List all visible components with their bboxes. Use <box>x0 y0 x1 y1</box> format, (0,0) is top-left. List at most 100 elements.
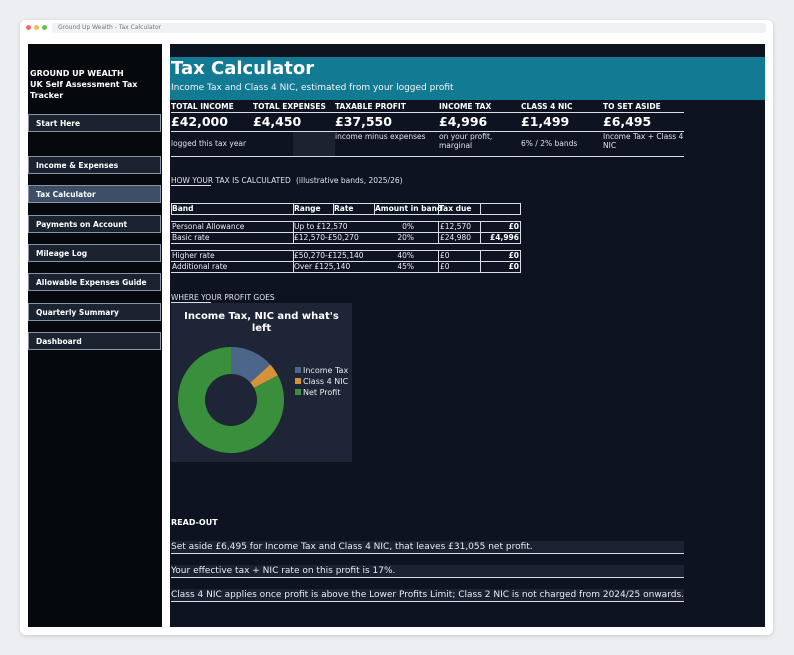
pie-slice <box>250 364 278 388</box>
readout-line: Class 4 NIC applies once profit is above… <box>171 590 684 600</box>
kpi-note: logged this tax year <box>171 139 247 148</box>
kpi-rule <box>171 156 684 157</box>
range-cell: £50,270-£125,140 <box>294 251 364 260</box>
rate-cell: 45% <box>397 262 414 271</box>
chart: Income Tax Class 4 NIC Net Profit <box>177 347 349 453</box>
page-title: Tax Calculator <box>171 58 315 79</box>
legend-label: Income Tax <box>303 366 348 375</box>
amount-cell: £12,570 <box>440 222 472 231</box>
table-header-cell: Tax due <box>439 204 472 213</box>
kpi-value: £37,550 <box>335 114 392 129</box>
kpi-value: £4,996 <box>439 114 488 129</box>
table-column-rule <box>293 203 294 215</box>
readout-row <box>171 565 684 578</box>
table-header-cell: Amount in band <box>375 204 443 213</box>
tax-due-cell: £0 <box>508 222 519 231</box>
kpi-value: £1,499 <box>521 114 570 129</box>
kpi-label: TOTAL INCOME <box>171 102 234 111</box>
chart-title: Income Tax, NIC and what's left <box>184 311 339 334</box>
readout-row <box>171 589 684 602</box>
nav-button[interactable]: Allowable Expenses Guide <box>28 273 161 291</box>
legend-swatch <box>295 367 301 373</box>
header-band <box>170 57 765 100</box>
readout-heading: READ-OUT <box>171 518 218 527</box>
tab-bar <box>52 23 766 33</box>
section-heading: WHERE YOUR PROFIT GOES <box>171 293 275 302</box>
nav-button[interactable]: Start Here <box>28 114 161 132</box>
range-cell: Up to £12,570 <box>294 222 348 231</box>
table-header-cell: Range <box>294 204 321 213</box>
kpi-note: Income Tax + Class 4 NIC <box>603 132 684 150</box>
table-row <box>171 232 521 244</box>
close-dot[interactable] <box>26 25 31 30</box>
rate-cell: 40% <box>397 251 414 260</box>
table-column-rule <box>333 203 334 215</box>
kpi-label: INCOME TAX <box>439 102 492 111</box>
table-row <box>171 261 521 273</box>
maximize-dot[interactable] <box>42 25 47 30</box>
section-heading: HOW YOUR TAX IS CALCULATED <box>171 176 291 185</box>
amount-cell: £24,980 <box>440 233 472 242</box>
table-header-cell: Band <box>172 204 194 213</box>
range-cell: Over £125,140 <box>294 262 351 271</box>
band-cell: Basic rate <box>172 233 210 242</box>
brand-subtitle: Tracker <box>30 91 64 100</box>
kpi-label: TO SET ASIDE <box>603 102 661 111</box>
kpi-value: £6,495 <box>603 114 652 129</box>
kpi-value: £42,000 <box>171 114 228 129</box>
kpi-rule <box>171 131 684 132</box>
amount-cell: £0 <box>440 262 450 271</box>
heading-rule <box>171 185 211 186</box>
legend-label: Class 4 NIC <box>303 377 349 386</box>
legend-swatch <box>295 378 301 384</box>
nav-button[interactable]: Dashboard <box>28 332 161 350</box>
table-column-rule <box>293 250 294 262</box>
table-column-rule <box>438 221 439 233</box>
rate-cell: 0% <box>402 222 414 231</box>
page-subtitle: Income Tax and Class 4 NIC, estimated fr… <box>171 83 454 93</box>
nav-button[interactable]: Mileage Log <box>28 244 161 262</box>
legend-swatch <box>295 389 301 395</box>
table-column-rule <box>438 261 439 273</box>
kpi-label: CLASS 4 NIC <box>521 102 573 111</box>
kpi-label: TAXABLE PROFIT <box>335 102 406 111</box>
table-column-rule <box>293 232 294 244</box>
nav-button[interactable]: Quarterly Summary <box>28 303 161 321</box>
minimize-dot[interactable] <box>34 25 39 30</box>
tax-due-cell: £0 <box>508 251 519 260</box>
heading-rule <box>171 302 211 303</box>
table-header-cell: Rate <box>334 204 354 213</box>
table-column-rule <box>438 203 439 215</box>
range-cell: £12,570-£50,270 <box>294 233 359 242</box>
table-column-rule <box>480 203 481 215</box>
table-column-rule <box>480 232 481 244</box>
chart-panel: Income Tax Class 4 NIC Net Profit <box>171 303 352 462</box>
band-cell: Personal Allowance <box>172 222 245 231</box>
kpi-note: on your profit, marginal <box>439 132 493 150</box>
pie-slice <box>231 347 271 383</box>
tab-title[interactable]: Ground Up Wealth - Tax Calculator <box>58 24 162 31</box>
readout-line: Set aside £6,495 for Income Tax and Clas… <box>171 542 533 552</box>
nav-button[interactable]: Income & Expenses <box>28 156 161 174</box>
table-column-rule <box>480 250 481 262</box>
table-column-rule <box>480 261 481 273</box>
kpi-note: income minus expenses <box>335 132 426 141</box>
band-cell: Additional rate <box>172 262 228 271</box>
kpi-rule <box>171 112 684 113</box>
amount-cell: £0 <box>440 251 450 260</box>
rate-cell: 20% <box>397 233 414 242</box>
table-header-row <box>171 203 521 215</box>
pie-slice <box>177 347 284 453</box>
nav-button[interactable]: Tax Calculator <box>28 185 161 203</box>
tax-due-cell: £0 <box>508 262 519 271</box>
kpi-gap <box>293 132 335 156</box>
table-column-rule <box>480 221 481 233</box>
table-column-rule <box>374 203 375 215</box>
table-column-rule <box>438 232 439 244</box>
brand-subtitle: UK Self Assessment Tax <box>30 80 138 89</box>
nav-button[interactable]: Payments on Account <box>28 215 161 233</box>
section-note: (illustrative bands, 2025/26) <box>296 176 403 185</box>
readout-line: Your effective tax + NIC rate on this pr… <box>171 566 396 576</box>
table-column-rule <box>438 250 439 262</box>
